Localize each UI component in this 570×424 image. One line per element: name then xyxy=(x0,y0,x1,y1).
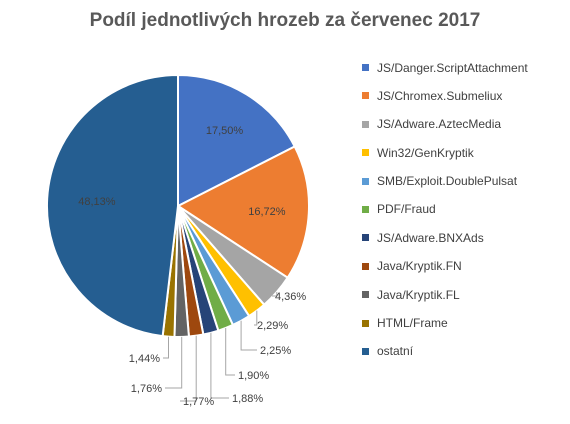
legend-item-html-frame: HTML/Frame xyxy=(362,314,528,333)
legend-item-java-kryptik-fl: Java/Kryptik.FL xyxy=(362,285,528,304)
legend-item-ostatn: ostatní xyxy=(362,342,528,361)
legend-item-java-kryptik-fn: Java/Kryptik.FN xyxy=(362,257,528,276)
data-label-js-chromex-submeliux: 16,72% xyxy=(248,206,286,218)
legend-item-pdf-fraud: PDF/Fraud xyxy=(362,200,528,219)
legend-item-js-chromex-submeliux: JS/Chromex.Submeliux xyxy=(362,86,528,105)
leader-line-java-kryptik-fl xyxy=(165,336,183,389)
data-label-ostatn: 48,13% xyxy=(78,196,116,208)
pie-slice-ostatn xyxy=(45,73,179,338)
data-label-java-kryptik-fn: 1,77% xyxy=(183,396,214,408)
legend-label: HTML/Frame xyxy=(377,316,448,331)
leader-line-js-adware-aztecmedia xyxy=(272,292,278,297)
leader-line-html-frame xyxy=(163,336,169,359)
legend-swatch xyxy=(362,234,369,242)
leader-line-pdf-fraud xyxy=(225,328,235,376)
legend-swatch xyxy=(362,149,369,157)
legend-swatch xyxy=(362,319,369,327)
legend-item-js-danger-scriptattachment: JS/Danger.ScriptAttachment xyxy=(362,58,528,77)
chart-title: Podíl jednotlivých hrozeb za červenec 20… xyxy=(89,10,481,31)
data-label-html-frame: 1,44% xyxy=(129,353,160,365)
legend-label: Java/Kryptik.FN xyxy=(377,259,462,274)
leader-line-smb-exploit-doublepulsat xyxy=(240,320,257,351)
legend-label: SMB/Exploit.DoublePulsat xyxy=(377,174,518,189)
leader-line-java-kryptik-fn xyxy=(180,335,197,402)
data-label-js-danger-scriptattachment: 17,50% xyxy=(206,125,244,137)
data-label-smb-exploit-doublepulsat: 2,25% xyxy=(260,345,291,357)
data-label-win32-genkryptik: 2,29% xyxy=(257,320,288,332)
legend-label: JS/Danger.ScriptAttachment xyxy=(377,60,528,75)
legend-label: Java/Kryptik.FL xyxy=(377,287,460,302)
legend-label: ostatní xyxy=(377,344,414,359)
legend-item-js-adware-aztecmedia: JS/Adware.AztecMedia xyxy=(362,115,528,134)
data-label-js-adware-bnxads: 1,88% xyxy=(232,393,263,405)
legend-label: Win32/GenKryptik xyxy=(377,145,474,160)
chart-legend: JS/Danger.ScriptAttachment JS/Chromex.Sub… xyxy=(362,58,528,370)
legend-label: PDF/Fraud xyxy=(377,202,436,217)
pie-slice-js-danger-scriptattachment xyxy=(177,73,297,208)
leader-line-win32-genkryptik xyxy=(254,310,258,326)
legend-item-win32-genkryptik: Win32/GenKryptik xyxy=(362,143,528,162)
pie-slice-js-chromex-submeliux xyxy=(176,145,310,280)
data-label-java-kryptik-fl: 1,76% xyxy=(131,383,162,395)
legend-label: JS/Chromex.Submeliux xyxy=(377,88,503,103)
legend-label: JS/Adware.AztecMedia xyxy=(377,117,502,132)
leader-line-js-adware-bnxads xyxy=(210,332,229,399)
legend-swatch xyxy=(362,205,369,213)
legend-swatch xyxy=(362,262,369,270)
legend-label: JS/Adware.BNXAds xyxy=(377,230,484,245)
data-label-js-adware-aztecmedia: 4,36% xyxy=(275,291,306,303)
legend-swatch xyxy=(362,291,369,299)
legend-swatch xyxy=(362,64,369,71)
legend-swatch xyxy=(362,177,369,185)
data-label-pdf-fraud: 1,90% xyxy=(238,370,269,382)
legend-item-smb-exploit-doublepulsat: SMB/Exploit.DoublePulsat xyxy=(362,172,528,191)
legend-swatch xyxy=(362,347,369,355)
legend-item-js-adware-bnxads: JS/Adware.BNXAds xyxy=(362,228,528,247)
legend-swatch xyxy=(362,92,369,100)
legend-swatch xyxy=(362,120,369,128)
